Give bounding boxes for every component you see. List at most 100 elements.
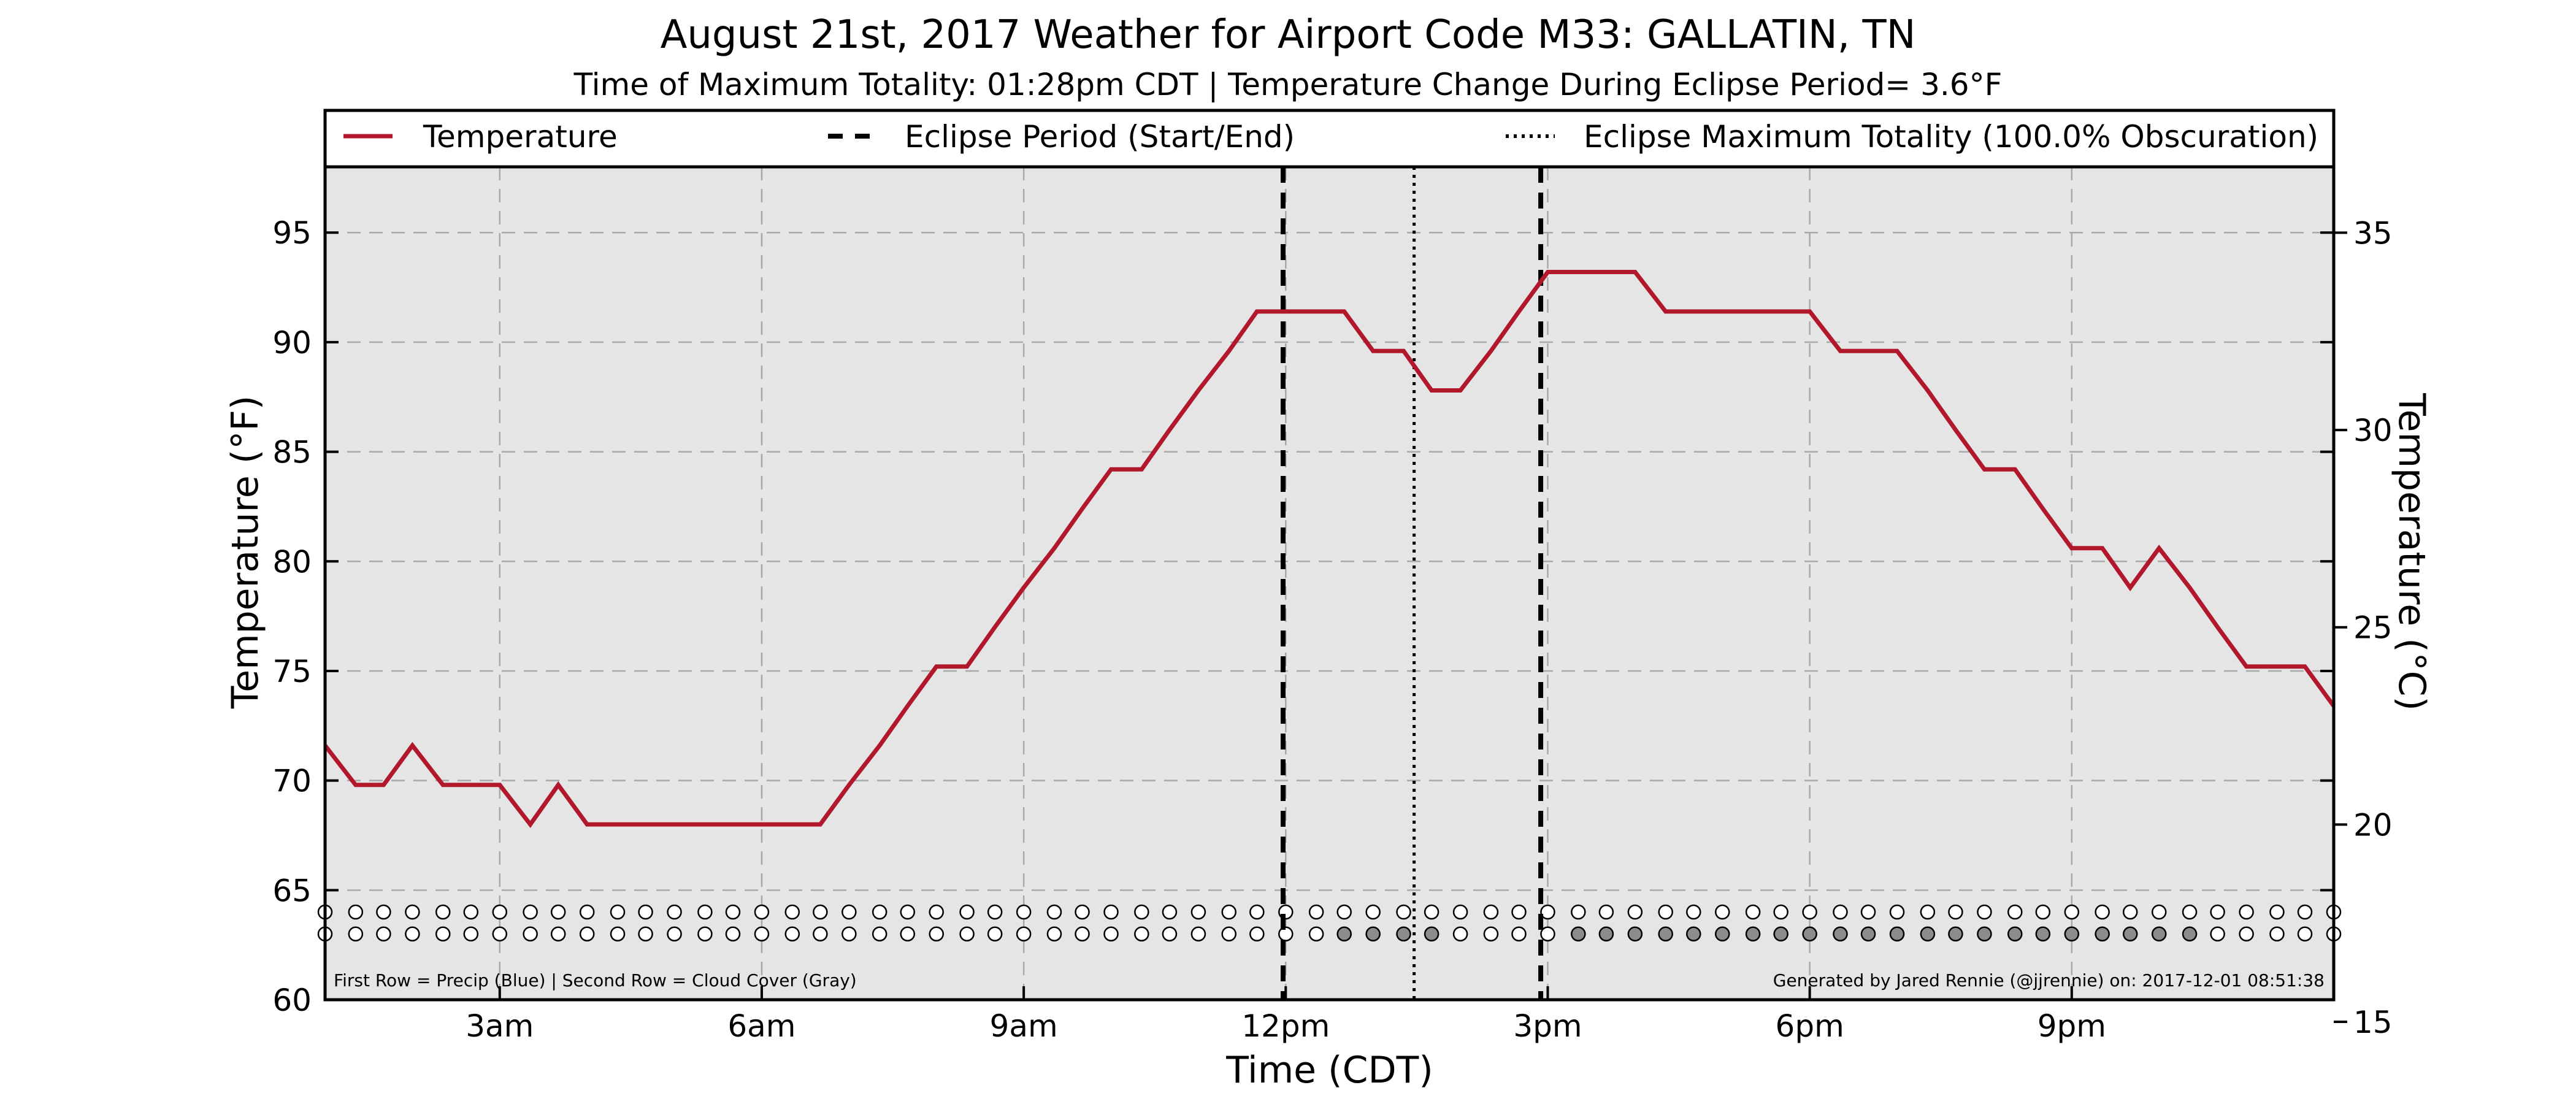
precip-marker [463, 904, 479, 920]
y-tick-label-right: 35 [2353, 215, 2393, 251]
cloud-cover-marker [1920, 926, 1936, 942]
x-tick-label: 6pm [1776, 1008, 1844, 1044]
cloud-cover-marker [1134, 926, 1149, 942]
precip-marker [872, 904, 887, 920]
legend: Temperature Eclipse Period (Start/End) E… [343, 119, 2318, 155]
cloud-cover-marker [1802, 926, 1817, 942]
precip-marker [1075, 904, 1090, 920]
precip-marker [1860, 904, 1876, 920]
precip-marker [435, 904, 451, 920]
cloud-cover-marker [2035, 926, 2051, 942]
precip-marker [2095, 904, 2110, 920]
cloud-cover-marker [376, 926, 391, 942]
cloud-cover-marker [697, 926, 713, 942]
chart-title: August 21st, 2017 Weather for Airport Co… [661, 12, 1916, 58]
precip-marker [1103, 904, 1119, 920]
cloud-cover-marker [579, 926, 595, 942]
precip-marker [784, 904, 800, 920]
y-axis-label-right: Temperature (°C) [2390, 393, 2433, 711]
cloud-cover-marker [2297, 926, 2313, 942]
precip-marker [1308, 904, 1324, 920]
precip-marker [2007, 904, 2023, 920]
y-tick-label-left: 80 [272, 544, 312, 580]
precip-marker [2210, 904, 2225, 920]
precip-marker [1452, 904, 1468, 920]
temperature-line [323, 270, 2336, 828]
precip-marker [754, 904, 770, 920]
precip-marker [1920, 904, 1936, 920]
cloud-cover-marker [463, 926, 479, 942]
precip-marker [813, 904, 828, 920]
y-tick-label-left: 85 [272, 435, 312, 470]
y-tick-label-right: 25 [2353, 610, 2393, 646]
precip-marker [550, 904, 566, 920]
precip-marker [579, 904, 595, 920]
cloud-cover-marker [2182, 926, 2198, 942]
legend-temperature-label: Temperature [423, 119, 618, 155]
precip-marker [2182, 904, 2198, 920]
precip-marker [1336, 904, 1352, 920]
precip-marker [1977, 904, 1992, 920]
x-tick-label: 3pm [1513, 1008, 1582, 1044]
cloud-cover-marker [1540, 926, 1555, 942]
precip-marker [1833, 904, 1848, 920]
precip-marker [667, 904, 682, 920]
cloud-cover-marker [754, 926, 770, 942]
x-tick-label: 6am [727, 1008, 795, 1044]
cloud-cover-marker [1278, 926, 1294, 942]
precip-marker [1162, 904, 1178, 920]
y-axis-label-left: Temperature (°F) [224, 396, 267, 709]
cloud-cover-marker [638, 926, 653, 942]
plot-frame [323, 109, 2336, 1002]
precip-marker [929, 904, 944, 920]
precip-marker [638, 904, 653, 920]
cloud-cover-marker [1483, 926, 1499, 942]
cloud-cover-marker [2239, 926, 2254, 942]
chart-subtitle: Time of Maximum Totality: 01:28pm CDT | … [573, 67, 2003, 102]
x-tick-label: 3am [466, 1008, 534, 1044]
cloud-cover-marker [929, 926, 944, 942]
cloud-cover-marker [1103, 926, 1119, 942]
cloud-cover-marker [405, 926, 420, 942]
precip-marker [1016, 904, 1032, 920]
precip-marker [348, 904, 364, 920]
cloud-cover-marker [1860, 926, 1876, 942]
cloud-cover-marker [841, 926, 857, 942]
temperature-series [323, 270, 2336, 828]
cloud-cover-marker [1833, 926, 1848, 942]
precip-marker [1511, 904, 1527, 920]
cloud-cover-marker [2122, 926, 2138, 942]
cloud-cover-marker [1365, 926, 1381, 942]
y-tick-label-left: 60 [272, 983, 312, 1018]
cloud-cover-marker [987, 926, 1003, 942]
y-tick-label-left: 65 [272, 873, 312, 908]
cloud-cover-marker [1571, 926, 1586, 942]
precip-marker [1540, 904, 1555, 920]
precip-marker [2297, 904, 2313, 920]
cloud-cover-marker [1308, 926, 1324, 942]
cloud-cover-marker [1511, 926, 1527, 942]
cloud-cover-marker [1016, 926, 1032, 942]
precip-marker [1396, 904, 1411, 920]
precip-marker [2064, 904, 2080, 920]
cloud-cover-marker [348, 926, 364, 942]
precip-marker [405, 904, 420, 920]
cloud-cover-marker [550, 926, 566, 942]
y-tick-label-right: 20 [2353, 807, 2393, 843]
cloud-cover-marker [1686, 926, 1701, 942]
cloud-cover-marker [813, 926, 828, 942]
cloud-cover-marker [1598, 926, 1614, 942]
legend-eclipse-period-label: Eclipse Period (Start/End) [905, 119, 1295, 155]
precip-marker [2151, 904, 2167, 920]
cloud-cover-marker [2151, 926, 2167, 942]
legend-eclipse-max-label: Eclipse Maximum Totality (100.0% Obscura… [1584, 119, 2318, 155]
y-tick-label-left: 70 [272, 764, 312, 799]
precip-marker [2239, 904, 2254, 920]
cloud-cover-marker [2269, 926, 2285, 942]
axes: 60 65 70 75 80 85 90 95 15 20 25 30 35 3am 6am 9am 12pm 3… [272, 215, 2392, 1044]
cloud-cover-marker [1948, 926, 1963, 942]
precip-marker [1715, 904, 1730, 920]
y-tick-label-right: 30 [2353, 413, 2393, 448]
eclipse-lines [1281, 167, 1544, 1000]
